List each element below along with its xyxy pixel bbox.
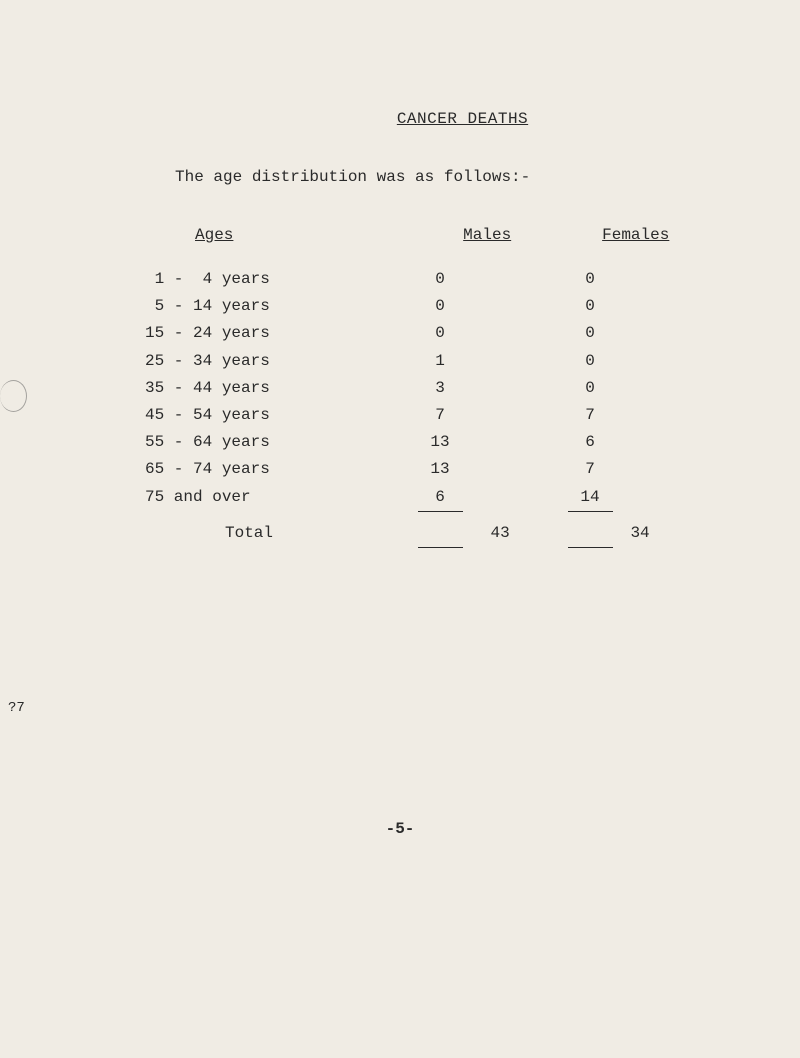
divider-line <box>418 511 463 512</box>
divider-line <box>568 511 613 512</box>
males-cell: 6 <box>365 484 515 511</box>
table-row: 25 - 34 years 1 0 <box>145 348 710 375</box>
females-cell: 14 <box>515 484 665 511</box>
table-row: 75 and over 6 14 <box>145 484 710 511</box>
males-cell: 7 <box>365 402 515 429</box>
intro-text: The age distribution was as follows:- <box>135 168 710 186</box>
males-cell: 0 <box>365 266 515 293</box>
table-row: 5 - 14 years 0 0 <box>145 293 710 320</box>
table-row: 65 - 74 years 13 7 <box>145 456 710 483</box>
margin-mark: ?7 <box>8 700 25 716</box>
age-distribution-table: Ages Males Females 1 - 4 years 0 0 5 - 1… <box>145 226 710 548</box>
header-ages: Ages <box>195 226 233 244</box>
males-cell: 13 <box>365 429 515 456</box>
divider-line <box>418 547 463 548</box>
table-row: 35 - 44 years 3 0 <box>145 375 710 402</box>
age-cell: 65 - 74 years <box>145 456 365 483</box>
females-cell: 6 <box>515 429 665 456</box>
females-cell: 7 <box>515 402 665 429</box>
females-cell: 0 <box>515 266 665 293</box>
males-cell: 3 <box>365 375 515 402</box>
page-number: -5- <box>0 820 800 838</box>
total-males: 43 <box>430 520 570 547</box>
page-title: CANCER DEATHS <box>215 110 710 128</box>
header-females: Females <box>602 226 669 244</box>
age-cell: 25 - 34 years <box>145 348 365 375</box>
total-females: 34 <box>570 520 710 547</box>
table-row: 15 - 24 years 0 0 <box>145 320 710 347</box>
age-cell: 35 - 44 years <box>145 375 365 402</box>
males-cell: 1 <box>365 348 515 375</box>
age-cell: 1 - 4 years <box>145 266 365 293</box>
divider-row <box>145 511 710 512</box>
females-cell: 7 <box>515 456 665 483</box>
age-cell: 55 - 64 years <box>145 429 365 456</box>
males-cell: 0 <box>365 293 515 320</box>
females-cell: 0 <box>515 320 665 347</box>
age-cell: 45 - 54 years <box>145 402 365 429</box>
females-cell: 0 <box>515 293 665 320</box>
males-cell: 0 <box>365 320 515 347</box>
age-cell: 15 - 24 years <box>145 320 365 347</box>
table-header-row: Ages Males Females <box>145 226 710 244</box>
total-label: Total <box>145 520 430 547</box>
males-cell: 13 <box>365 456 515 483</box>
age-cell: 5 - 14 years <box>145 293 365 320</box>
table-row: 45 - 54 years 7 7 <box>145 402 710 429</box>
females-cell: 0 <box>515 348 665 375</box>
divider-row <box>145 547 710 548</box>
table-row: 55 - 64 years 13 6 <box>145 429 710 456</box>
females-cell: 0 <box>515 375 665 402</box>
age-cell: 75 and over <box>145 484 365 511</box>
header-males: Males <box>463 226 511 244</box>
total-row: Total 43 34 <box>145 520 710 547</box>
binder-ring-icon <box>0 380 27 412</box>
divider-line <box>568 547 613 548</box>
table-row: 1 - 4 years 0 0 <box>145 266 710 293</box>
